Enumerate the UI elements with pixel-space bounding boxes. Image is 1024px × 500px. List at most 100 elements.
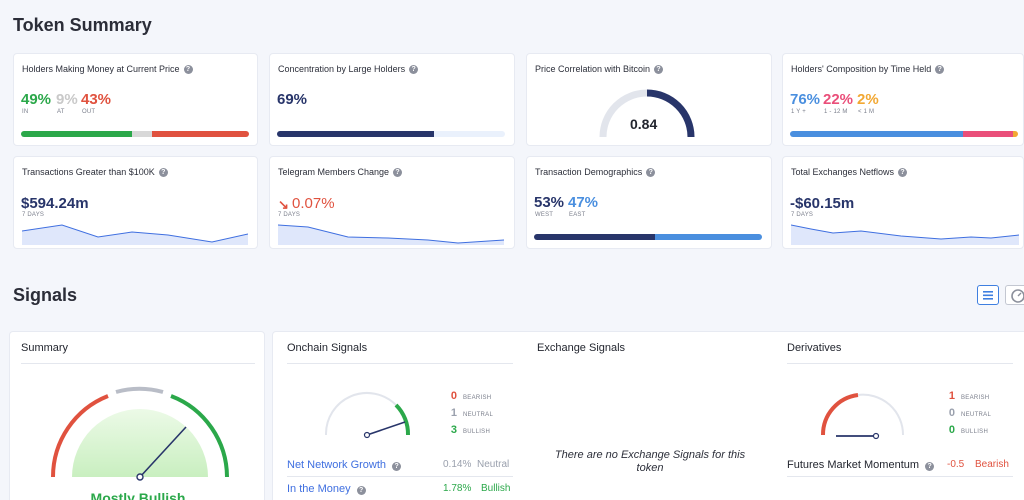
- help-icon[interactable]: ?: [356, 486, 366, 495]
- bar-segment: [963, 131, 1014, 137]
- help-icon[interactable]: ?: [158, 167, 168, 177]
- card-concentration[interactable]: Concentration by Large Holders ? 69%: [269, 53, 515, 146]
- arrow-down-right-icon: ↘: [278, 197, 289, 212]
- concentration-value: 69%: [277, 91, 308, 108]
- card-title: Transaction Demographics: [535, 167, 643, 177]
- derivatives-row-futures-momentum[interactable]: Futures Market Momentum ? -0.5 Bearish: [787, 459, 1017, 471]
- card-holders-making-money[interactable]: Holders Making Money at Current Price ? …: [13, 53, 258, 146]
- help-icon[interactable]: ?: [409, 64, 419, 74]
- bar-segment: [21, 131, 132, 137]
- composition-short-label: < 1 M: [858, 109, 875, 115]
- netflows-period: 7 DAYS: [791, 212, 814, 218]
- telegram-sparkline: [278, 224, 504, 245]
- holders-distribution-bar: [21, 131, 249, 137]
- card-exchange-netflows[interactable]: Total Exchanges Netflows ? -$60.15m 7 DA…: [782, 156, 1024, 249]
- gauge-icon: [1011, 289, 1024, 303]
- concentration-bar: [277, 131, 505, 137]
- help-icon[interactable]: ?: [925, 462, 935, 471]
- bar-segment: [151, 131, 249, 137]
- correlation-value: 0.84: [630, 116, 658, 132]
- onchain-row-net-network-growth[interactable]: Net Network Growth ? 0.14% Neutral: [287, 459, 513, 471]
- onchain-bullish-count: 3: [450, 424, 457, 436]
- list-view-button[interactable]: [977, 285, 999, 305]
- onchain-bullish-label: BULLISH: [463, 429, 491, 435]
- large-transactions-value: $594.24m: [21, 195, 89, 212]
- large-transactions-sparkline: [22, 224, 248, 245]
- derivatives-bearish-count: 1: [948, 390, 955, 402]
- derivatives-neutral-count: 0: [948, 407, 955, 419]
- summary-gauge: [50, 386, 229, 481]
- card-telegram-members[interactable]: Telegram Members Change ? ↘ 0.07% 7 DAYS: [269, 156, 515, 249]
- signal-name[interactable]: Futures Market Momentum: [787, 459, 920, 471]
- help-icon[interactable]: ?: [898, 167, 908, 177]
- card-title: Holders Making Money at Current Price: [22, 64, 180, 74]
- card-holders-composition[interactable]: Holders' Composition by Time Held ? 76% …: [782, 53, 1024, 146]
- holders-at-value: 9%: [56, 91, 78, 108]
- onchain-bearish-legend: 0 BEARISH: [449, 390, 491, 402]
- holders-in-value: 49%: [21, 91, 52, 108]
- composition-long-value: 76%: [790, 91, 821, 108]
- bar-segment: [277, 131, 435, 137]
- derivatives-bearish-legend: 1 BEARISH: [947, 390, 989, 402]
- exchange-signals-title: Exchange Signals: [537, 342, 626, 354]
- netflows-sparkline: [791, 224, 1019, 245]
- signal-name-link[interactable]: Net Network Growth: [287, 459, 387, 471]
- card-transaction-demographics[interactable]: Transaction Demographics ? 53% WEST 47% …: [526, 156, 772, 249]
- composition-mid-value: 22%: [823, 91, 854, 108]
- help-icon[interactable]: ?: [654, 64, 664, 74]
- correlation-gauge: [599, 89, 695, 138]
- holders-out-label: OUT: [82, 109, 96, 115]
- help-icon[interactable]: ?: [183, 64, 193, 74]
- card-btc-correlation[interactable]: Price Correlation with Bitcoin ? 0.84: [526, 53, 772, 146]
- holders-out-value: 43%: [81, 91, 112, 108]
- telegram-change-value: 0.07%: [292, 195, 335, 212]
- token-summary-title: Token Summary: [13, 15, 152, 35]
- derivatives-bearish-label: BEARISH: [961, 395, 990, 401]
- card-title: Transactions Greater than $100K: [22, 167, 155, 177]
- onchain-signals-title: Onchain Signals: [287, 342, 368, 354]
- signal-value: -0.5: [947, 459, 965, 470]
- help-icon[interactable]: ?: [393, 167, 403, 177]
- onchain-neutral-label: NEUTRAL: [463, 412, 494, 418]
- onchain-neutral-count: 1: [450, 407, 457, 419]
- onchain-row-in-the-money[interactable]: In the Money ? 1.78% Bullish: [287, 483, 513, 495]
- signal-value: 1.78%: [443, 483, 472, 494]
- list-icon: [983, 291, 993, 300]
- card-title: Price Correlation with Bitcoin: [535, 64, 651, 74]
- signals-title: Signals: [13, 285, 78, 305]
- signals-summary-card: Summary Mostly Bullish: [9, 331, 265, 500]
- signal-status: Bullish: [481, 483, 511, 494]
- derivatives-title: Derivatives: [787, 342, 842, 354]
- composition-long-label: 1 Y +: [791, 109, 806, 115]
- card-large-transactions[interactable]: Transactions Greater than $100K ? $594.2…: [13, 156, 258, 249]
- derivatives-bullish-legend: 0 BULLISH: [947, 424, 988, 436]
- card-title: Holders' Composition by Time Held: [791, 64, 932, 74]
- onchain-bearish-count: 0: [450, 390, 457, 402]
- bar-segment: [131, 131, 152, 137]
- card-title: Telegram Members Change: [278, 167, 390, 177]
- onchain-bullish-legend: 3 BULLISH: [449, 424, 490, 436]
- demographics-east-value: 47%: [568, 194, 599, 211]
- onchain-gauge: [324, 391, 411, 439]
- signal-value: 0.14%: [443, 459, 472, 470]
- holders-at-label: AT: [57, 109, 65, 115]
- composition-short-value: 2%: [857, 91, 879, 108]
- bar-segment: [654, 234, 762, 240]
- help-icon[interactable]: ?: [646, 167, 656, 177]
- summary-verdict: Mostly Bullish: [90, 490, 186, 500]
- derivatives-neutral-legend: 0 NEUTRAL: [947, 407, 991, 419]
- demographics-west-value: 53%: [534, 194, 565, 211]
- gauge-view-button[interactable]: [1005, 285, 1024, 305]
- bar-segment: [790, 131, 964, 137]
- help-icon[interactable]: ?: [392, 462, 402, 471]
- card-title: Concentration by Large Holders: [278, 64, 406, 74]
- derivatives-bullish-count: 0: [948, 424, 955, 436]
- signal-status: Neutral: [477, 459, 510, 470]
- telegram-change-period: 7 DAYS: [278, 212, 301, 218]
- signals-breakdown-panel: Onchain Signals 0 BEARISH 1 NEUTRAL 3 BU…: [272, 331, 1024, 500]
- onchain-neutral-legend: 1 NEUTRAL: [449, 407, 493, 419]
- summary-title: Summary: [21, 342, 69, 354]
- signal-name-link[interactable]: In the Money: [287, 483, 351, 495]
- help-icon[interactable]: ?: [935, 64, 945, 74]
- netflows-value: -$60.15m: [790, 195, 855, 212]
